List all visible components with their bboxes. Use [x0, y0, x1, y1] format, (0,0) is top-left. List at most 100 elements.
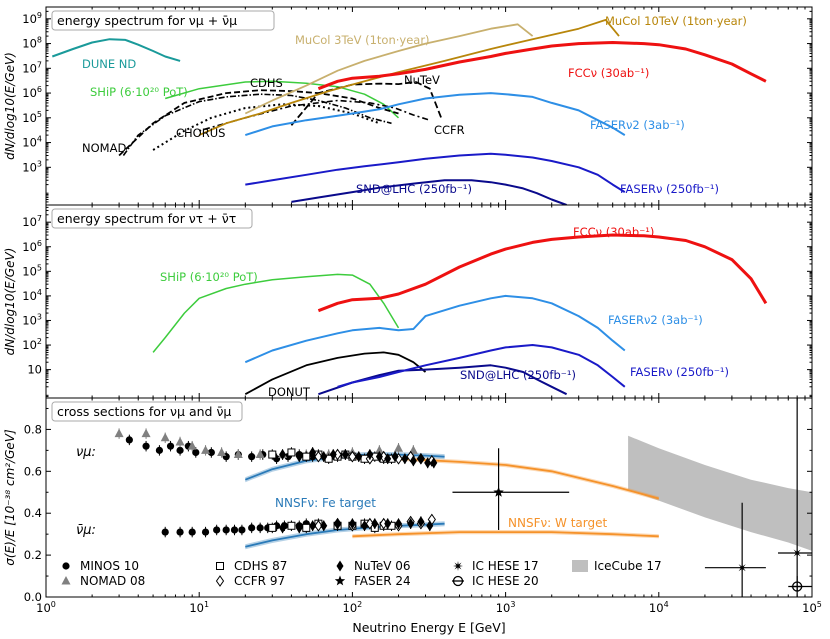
legend-marker	[62, 562, 70, 570]
data-point	[256, 524, 264, 532]
data-point	[309, 446, 317, 458]
data-point	[371, 518, 379, 530]
series-label: CCFR	[434, 123, 465, 137]
series-line	[198, 99, 431, 132]
legend-item: IC HESE 20	[452, 574, 539, 588]
data-point	[401, 453, 409, 465]
data-point	[166, 442, 175, 450]
data-point	[792, 548, 803, 558]
legend-marker	[334, 575, 346, 586]
series-line	[122, 93, 392, 156]
y-tick-label: 107	[22, 60, 42, 75]
legend-marker	[61, 576, 71, 585]
data-point	[175, 436, 185, 446]
data-point	[302, 452, 311, 461]
panel-title-box: energy spectrum for ντ + ν̄τ	[51, 208, 253, 229]
legend-item: IceCube 17	[572, 559, 662, 573]
data-point	[348, 450, 357, 463]
data-point	[493, 486, 504, 497]
series-line	[51, 38, 181, 62]
series-line	[244, 23, 534, 115]
legend-label: IC HESE 20	[472, 574, 539, 588]
legend-marker	[453, 561, 463, 571]
data-point	[255, 449, 265, 459]
y-tick-label: 103	[22, 312, 42, 327]
data-point	[426, 520, 434, 532]
data-point	[192, 448, 200, 457]
panel-title-frame	[51, 401, 243, 422]
data-point	[125, 436, 133, 444]
data-point	[222, 526, 230, 534]
x-tick-label: 101	[189, 600, 209, 615]
series-line	[245, 152, 626, 193]
x-axis-label: Neutrino Energy E [GeV]	[352, 620, 505, 635]
panel-title-frame	[51, 208, 253, 229]
data-point	[791, 581, 804, 592]
data-point	[391, 451, 399, 463]
data-point	[188, 528, 196, 536]
data-point	[737, 562, 748, 573]
data-point	[160, 432, 170, 442]
series-label: FASERν2 (3ab⁻¹)	[608, 313, 703, 327]
series-label: MuCol 3TeV (1ton·year)	[295, 33, 430, 47]
y-tick-label: 108	[22, 36, 42, 51]
series-line	[291, 179, 567, 205]
x-tick-label: 102	[343, 600, 363, 615]
band-label: NNSFν: Fe target	[275, 496, 376, 510]
data-point	[141, 428, 151, 438]
legend-item: NuTeV 06	[336, 559, 411, 573]
series-label: FASERν (250fb⁻¹)	[620, 182, 719, 196]
data-point	[394, 443, 404, 452]
y-tick-label: 107	[22, 214, 42, 229]
data-point	[361, 520, 369, 532]
y-tick-label: 0.0	[24, 590, 42, 604]
data-point	[302, 523, 311, 532]
panel-title: energy spectrum for νμ + ν̄μ	[57, 13, 237, 28]
data-point	[334, 518, 342, 530]
nnsf-central-line	[352, 531, 659, 538]
data-point	[341, 449, 349, 461]
y-axis-label: dN/dlog10(E/GeV)	[3, 52, 17, 160]
data-point	[417, 516, 425, 528]
series-label: SND@LHC (250fb⁻¹)	[356, 182, 472, 196]
y-tick-label: 105	[22, 110, 42, 125]
series-line	[152, 103, 380, 151]
legend-label: NOMAD 08	[80, 574, 145, 588]
data-point	[279, 522, 287, 534]
legend-marker	[452, 575, 464, 587]
data-point	[365, 517, 374, 530]
x-tick-label: 105	[802, 600, 822, 615]
y-tick-label: 109	[22, 11, 42, 26]
series-label: FASERν2 (3ab⁻¹)	[590, 118, 685, 132]
data-point	[161, 528, 169, 536]
series-line	[337, 344, 626, 388]
legend-item: CCFR 97	[215, 574, 285, 588]
panel-title: energy spectrum for ντ + ν̄τ	[57, 211, 236, 226]
data-point	[309, 520, 317, 532]
data-point	[355, 451, 363, 463]
legend-item: FASER 24	[334, 574, 411, 588]
data-point	[348, 518, 356, 530]
legend-marker	[215, 575, 225, 587]
legend-label: IceCube 17	[594, 559, 662, 573]
legend-label: IC HESE 17	[472, 559, 539, 573]
band-label: NNSFν: W target	[508, 516, 607, 530]
legend-label: MINOS 10	[80, 559, 139, 573]
series-line	[244, 92, 626, 137]
legend-marker	[572, 560, 588, 572]
panel-frame	[45, 397, 813, 598]
series-label: CDHS	[250, 76, 283, 90]
row-label: ν̄μ:	[76, 523, 96, 538]
y-tick-label: 106	[22, 85, 42, 100]
series-label: DUNE ND	[82, 57, 136, 71]
data-point	[155, 446, 164, 454]
y-tick-label: 0.2	[24, 548, 42, 562]
data-point	[384, 453, 392, 465]
legend-label: CDHS 87	[234, 559, 287, 573]
series-line	[317, 41, 767, 91]
data-point	[320, 451, 328, 463]
data-point	[384, 518, 392, 530]
row-label: νμ:	[76, 445, 96, 460]
